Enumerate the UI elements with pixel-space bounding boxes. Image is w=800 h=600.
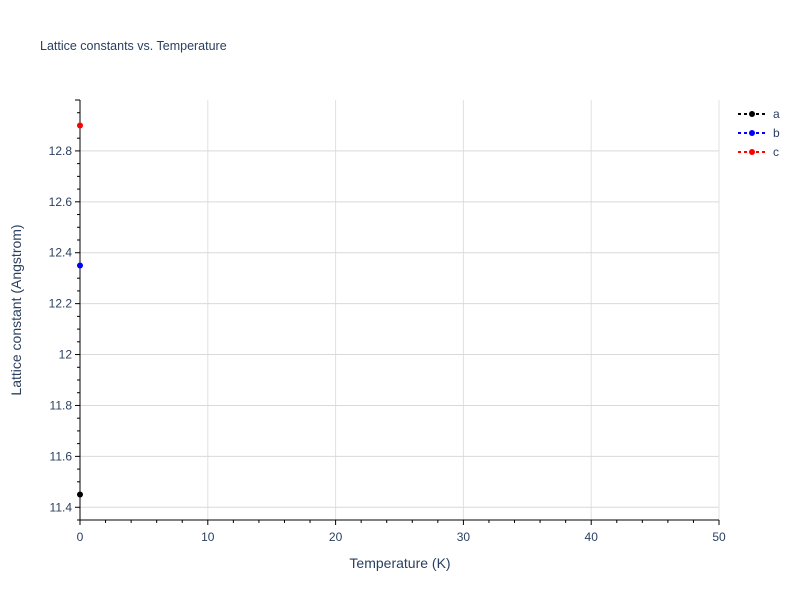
x-tick-label: 30 [457, 530, 471, 544]
grid [80, 100, 720, 520]
y-tick-label: 12.4 [49, 246, 73, 260]
y-tick-label: 12.2 [49, 297, 73, 311]
data-point-b [77, 262, 83, 269]
x-tick-label: 50 [712, 530, 726, 544]
data-marks [77, 122, 83, 498]
y-tick-label: 12.8 [49, 144, 73, 158]
legend-marker [749, 130, 755, 136]
data-point-c [77, 122, 83, 129]
legend-label: c [773, 145, 779, 159]
x-tick-label: 10 [201, 530, 215, 544]
y-tick-label: 11.8 [50, 398, 73, 412]
y-tick-label: 11.6 [50, 449, 73, 463]
legend-marker [749, 111, 755, 117]
legend-item-c[interactable]: c [738, 145, 779, 159]
legend-label: a [773, 107, 780, 121]
legend-item-a[interactable]: a [738, 107, 780, 121]
chart-title: Lattice constants vs. Temperature [40, 39, 227, 53]
axes: 0 10 20 30 40 50 11.4 11.6 11.8 12 12.2 12.4 12.6 12.… [49, 99, 726, 544]
x-tick-label: 0 [77, 530, 84, 544]
x-tick-label: 20 [329, 530, 343, 544]
x-tick-label: 40 [585, 530, 599, 544]
y-tick-label: 12 [59, 348, 73, 362]
legend[interactable]: abc [738, 107, 780, 159]
legend-item-b[interactable]: b [738, 126, 780, 140]
data-point-a [77, 491, 83, 498]
y-axis-title: Lattice constant (Angstrom) [8, 224, 24, 395]
legend-marker [749, 149, 755, 155]
y-tick-label: 12.6 [49, 195, 73, 209]
x-axis-title: Temperature (K) [349, 555, 450, 571]
y-tick-label: 11.4 [50, 500, 73, 514]
legend-label: b [773, 126, 780, 140]
